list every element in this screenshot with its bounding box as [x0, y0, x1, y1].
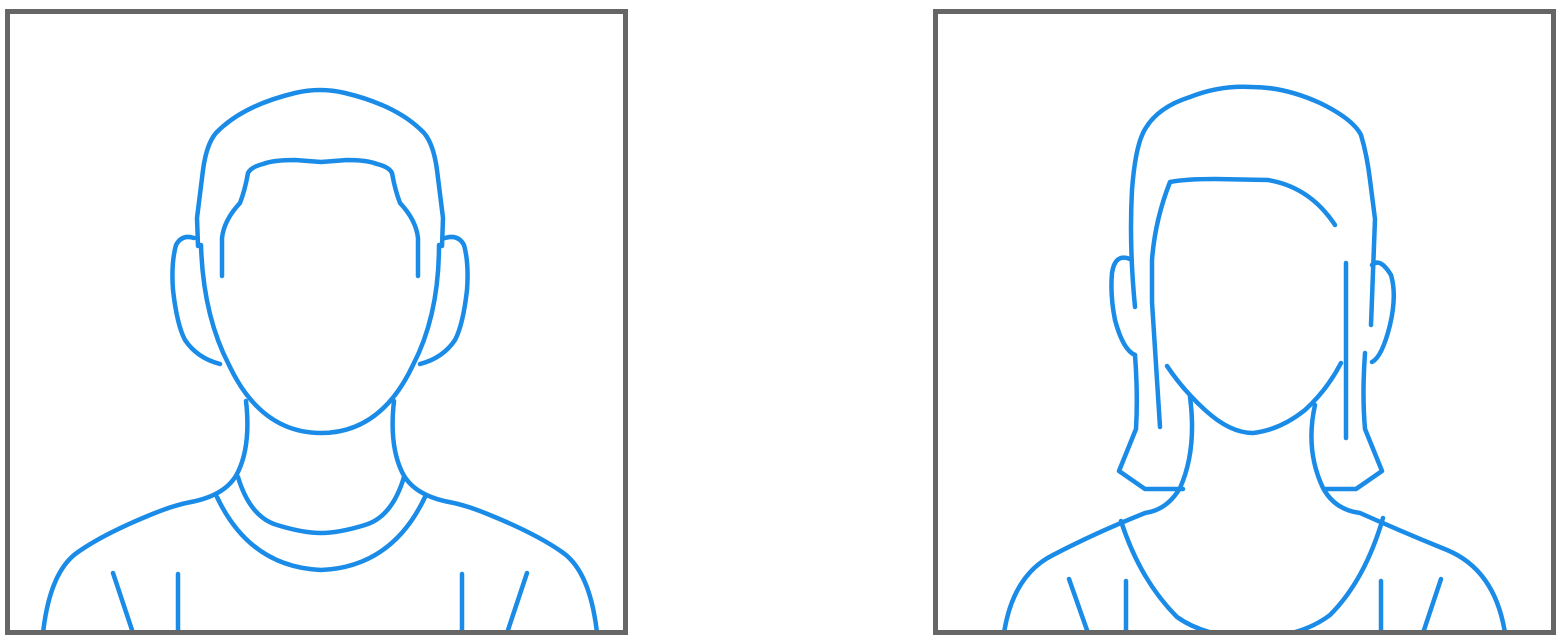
female-left-ear [1109, 255, 1138, 358]
male-hairline [219, 157, 421, 279]
female-hair-fall-left [1116, 352, 1186, 492]
female-left-sleeve-fold [1066, 576, 1090, 630]
female-face-outline [1164, 360, 1344, 436]
male-silhouette-icon [41, 87, 599, 630]
female-neckline [1118, 515, 1386, 630]
male-right-ear [417, 234, 470, 367]
female-hair-outline-left [1128, 84, 1378, 328]
male-outer-collar [214, 494, 428, 573]
female-avatar-frame [933, 9, 1556, 635]
male-left-ear [170, 234, 223, 367]
female-neck-right [1309, 402, 1507, 630]
female-bangs [1149, 176, 1338, 430]
male-face-outline [198, 242, 442, 436]
female-hair-fall-right [1322, 350, 1385, 492]
male-neck-right [390, 398, 599, 630]
female-neck-left [1002, 394, 1195, 630]
female-right-sleeve-fold [1421, 576, 1444, 630]
male-neck-left [41, 398, 250, 630]
male-avatar-frame [5, 9, 628, 635]
female-silhouette-icon [1002, 84, 1507, 630]
male-right-sleeve-fold [505, 570, 530, 630]
male-inner-collar [235, 474, 407, 536]
female-right-ear [1369, 260, 1396, 365]
male-hair-outline [194, 87, 446, 249]
male-left-sleeve-fold [110, 570, 135, 630]
